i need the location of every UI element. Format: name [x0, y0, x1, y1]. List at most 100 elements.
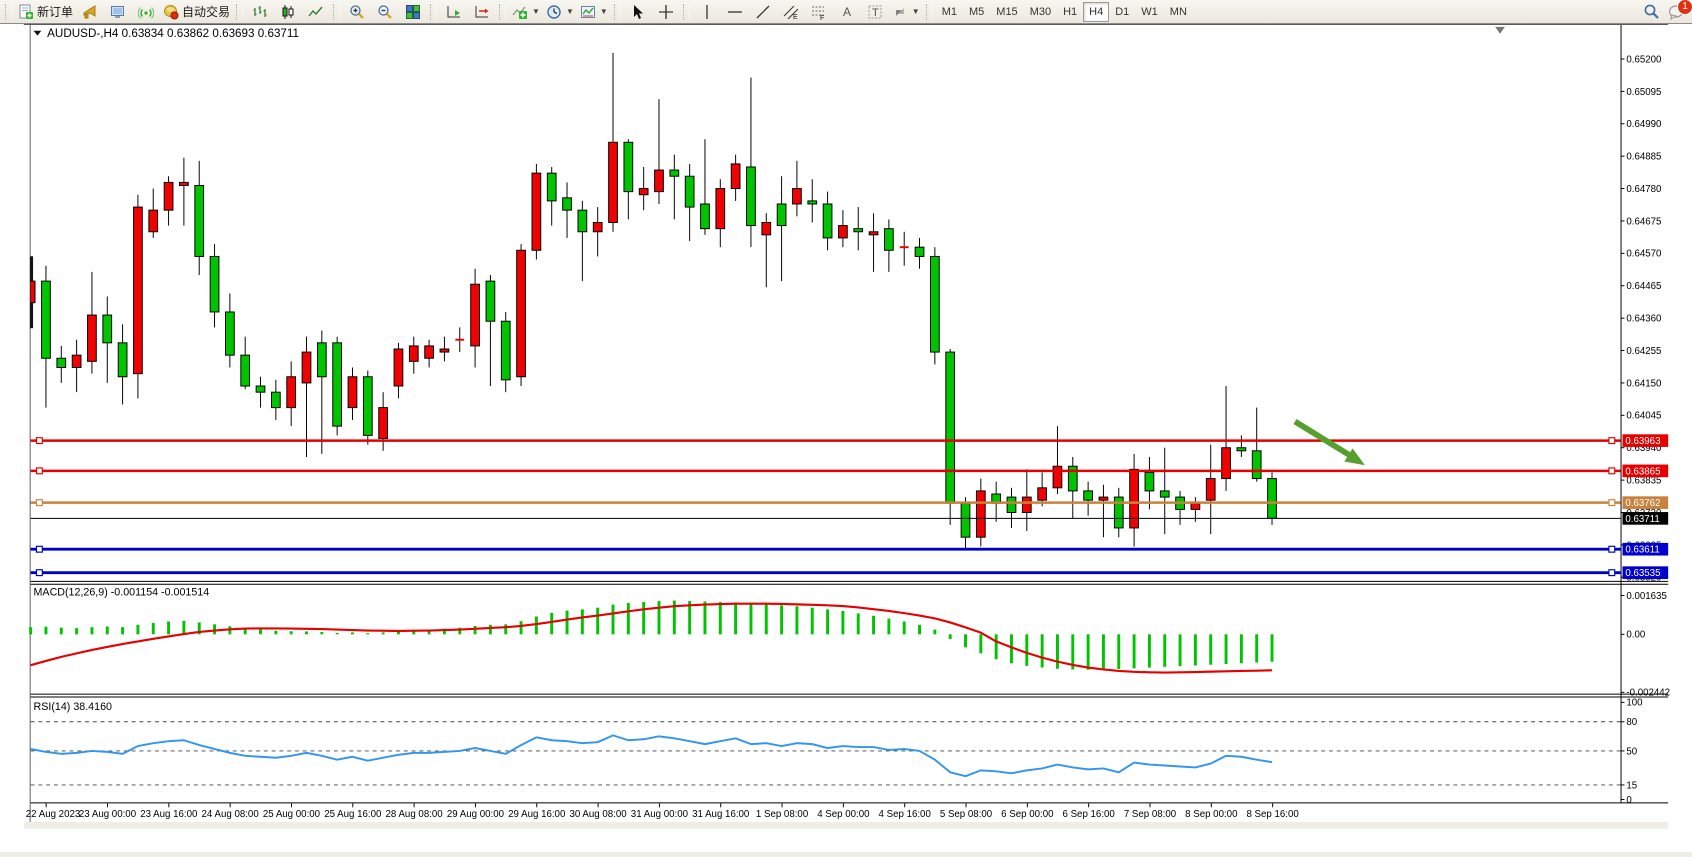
indicators-icon [512, 6, 528, 19]
tab-period-W1[interactable]: W1 [1141, 5, 1158, 18]
tab-period-M15[interactable]: M15 [996, 5, 1018, 18]
text-label-button[interactable]: T [861, 1, 889, 23]
svg-text:4 Sep 16:00: 4 Sep 16:00 [879, 809, 932, 820]
search-icon[interactable] [1643, 3, 1660, 20]
indicators-button[interactable]: ▼ [509, 1, 543, 23]
crosshair-button[interactable] [652, 1, 680, 23]
tile-windows-button[interactable] [399, 1, 427, 23]
toolbar-grip[interactable] [613, 3, 621, 20]
svg-text:8 Sep 00:00: 8 Sep 00:00 [1185, 809, 1238, 820]
svg-text:0.00: 0.00 [1626, 630, 1645, 641]
svg-text:28 Aug 08:00: 28 Aug 08:00 [386, 809, 444, 820]
toolbar-grip[interactable] [236, 3, 244, 20]
toolbar-grip[interactable] [5, 3, 12, 20]
svg-text:0.63535: 0.63535 [1625, 568, 1660, 579]
chart-shift-marker[interactable] [1495, 26, 1505, 34]
svg-text:31 Aug 16:00: 31 Aug 16:00 [692, 809, 750, 820]
svg-text:0.63940: 0.63940 [1626, 443, 1662, 454]
svg-text:5 Sep 08:00: 5 Sep 08:00 [940, 809, 993, 820]
auto-trading-button[interactable]: 自动交易 [160, 1, 233, 23]
horizontal-line-0.63711[interactable]: 0.63711 [30, 512, 1669, 525]
svg-text:6 Sep 00:00: 6 Sep 00:00 [1001, 809, 1054, 820]
toolbar-grip[interactable] [499, 3, 507, 20]
svg-text:29 Aug 00:00: 29 Aug 00:00 [447, 809, 505, 820]
megaphone-button[interactable] [76, 1, 104, 23]
zoom-in-button[interactable] [343, 1, 371, 23]
signal-button[interactable] [132, 1, 160, 23]
svg-text:31 Aug 00:00: 31 Aug 00:00 [631, 809, 689, 820]
trend-arrow-annotation[interactable] [1293, 418, 1365, 466]
svg-text:0.64570: 0.64570 [1626, 249, 1662, 260]
notifications-button[interactable]: 1 [1668, 0, 1692, 20]
text-label-icon: T [868, 5, 882, 19]
terminal-button[interactable] [104, 1, 132, 23]
tab-period-H1[interactable]: H1 [1063, 5, 1078, 18]
tab-period-M30[interactable]: M30 [1029, 5, 1052, 18]
main-toolbar: 新订单 自动交易 [0, 0, 1692, 24]
chart-shift-button[interactable] [468, 1, 496, 23]
tab-period-H4[interactable]: H4 [1083, 1, 1110, 22]
horizontal-line-0.63762[interactable]: 0.63762 [30, 496, 1669, 509]
periods-button[interactable]: ▼ [543, 1, 577, 23]
svg-text:29 Aug 16:00: 29 Aug 16:00 [508, 809, 566, 820]
svg-text:25 Aug 16:00: 25 Aug 16:00 [324, 809, 382, 820]
candlestick-chart-button[interactable] [274, 1, 302, 23]
channel-icon: E [783, 5, 799, 20]
svg-text:0.64360: 0.64360 [1626, 314, 1662, 325]
horizontal-line-0.63865[interactable]: 0.63865 [30, 464, 1669, 478]
fibonacci-icon: F [811, 6, 824, 20]
svg-text:22 Aug 2023: 22 Aug 2023 [26, 809, 80, 820]
trendline-button[interactable] [749, 1, 777, 23]
svg-text:25 Aug 00:00: 25 Aug 00:00 [263, 809, 321, 820]
chart-canvas[interactable]: 0.65200 0.65095 0.64990 0.64885 0.64780 0.646… [0, 24, 1692, 852]
toolbar-grip[interactable] [333, 3, 341, 20]
zoom-in-icon [350, 4, 364, 19]
symbol-expander-icon[interactable] [33, 30, 42, 36]
text-button[interactable]: A [833, 1, 861, 23]
line-chart-button[interactable] [302, 1, 330, 23]
horizontal-line-0.63535[interactable]: 0.63535 [30, 566, 1669, 579]
vertical-line-icon [706, 4, 708, 19]
horizontal-line-button[interactable] [721, 1, 749, 23]
svg-text:A: A [843, 5, 851, 19]
candlestick-series [30, 52, 1277, 550]
rsi-label: RSI(14) 38.4160 [34, 701, 112, 713]
svg-text:0.65095: 0.65095 [1626, 87, 1661, 98]
channel-button[interactable]: E [777, 1, 805, 23]
candlestick-chart-icon [282, 4, 294, 19]
toolbar-grip[interactable] [430, 3, 438, 20]
svg-text:0.64885: 0.64885 [1626, 152, 1661, 163]
toolbar-grip[interactable] [925, 3, 933, 20]
chevron-down-icon: ▼ [911, 7, 920, 16]
bar-chart-button[interactable] [246, 1, 274, 23]
chevron-down-icon: ▼ [599, 7, 608, 16]
svg-text:F: F [820, 15, 824, 20]
svg-text:0.63963: 0.63963 [1625, 436, 1660, 447]
zoom-out-button[interactable] [371, 1, 399, 23]
fibonacci-button[interactable]: F [805, 1, 833, 23]
svg-text:0.64465: 0.64465 [1626, 281, 1661, 292]
vertical-line-button[interactable] [693, 1, 721, 23]
tab-period-MN[interactable]: MN [1169, 5, 1187, 18]
toolbar-grip[interactable] [682, 3, 690, 20]
new-order-button[interactable]: 新订单 [15, 1, 76, 23]
tab-period-M5[interactable]: M5 [969, 5, 985, 18]
tile-windows-icon [406, 4, 421, 19]
chart-shift-icon [475, 5, 489, 17]
arrows-button[interactable]: ▼ [889, 1, 923, 23]
tab-period-M1[interactable]: M1 [941, 5, 957, 18]
arrows-icon [895, 7, 904, 16]
svg-text:50: 50 [1626, 746, 1637, 757]
timeframe-toolbar: M1 M5 M15 M30 H1 H4 D1 W1 MN [936, 1, 1193, 22]
periods-icon [547, 4, 561, 19]
horizontal-line-0.63611[interactable]: 0.63611 [30, 542, 1669, 556]
cursor-button[interactable] [624, 1, 652, 23]
svg-text:0.64150: 0.64150 [1626, 378, 1662, 389]
svg-text:6 Sep 16:00: 6 Sep 16:00 [1062, 809, 1115, 820]
tab-period-D1[interactable]: D1 [1115, 5, 1130, 18]
horizontal-line-0.63963[interactable]: 0.63963 [30, 434, 1669, 447]
templates-button[interactable]: ▼ [577, 1, 611, 23]
auto-scroll-button[interactable] [440, 1, 468, 23]
macd-label: MACD(12,26,9) -0.001154 -0.001514 [34, 586, 210, 598]
